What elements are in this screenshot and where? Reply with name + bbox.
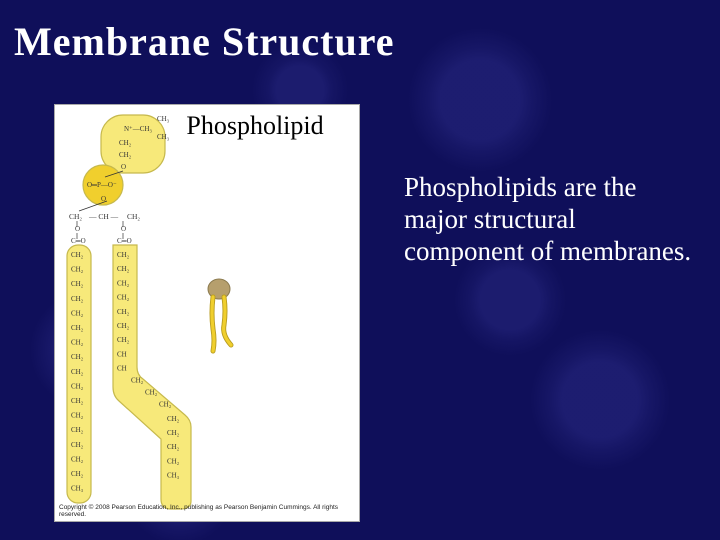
svg-text:CH₂: CH₂ <box>117 251 130 259</box>
svg-text:CH₂: CH₂ <box>145 389 158 397</box>
body-paragraph: Phospholipids are the major structural c… <box>404 172 694 268</box>
slide-title: Membrane Structure <box>14 18 395 65</box>
svg-text:CH₂: CH₂ <box>71 368 84 376</box>
svg-text:CH₂: CH₂ <box>71 382 84 390</box>
svg-text:CH₂: CH₂ <box>71 309 84 317</box>
svg-text:CH₂: CH₂ <box>69 212 82 221</box>
head-group: CH₃ N⁺—CH₃ CH₃ CH₂ CH₂ O O═P—O⁻ O <box>79 115 170 211</box>
svg-text:CH₂: CH₂ <box>117 265 130 273</box>
svg-text:CH₂: CH₂ <box>117 294 130 302</box>
figure-copyright: Copyright © 2008 Pearson Education, Inc.… <box>59 504 359 518</box>
svg-text:CH: CH <box>117 350 127 358</box>
svg-text:CH₃: CH₃ <box>167 472 180 480</box>
svg-text:CH₂: CH₂ <box>71 470 84 478</box>
svg-text:CH₂: CH₂ <box>71 455 84 463</box>
svg-text:C═O: C═O <box>117 237 132 245</box>
svg-text:N⁺—CH₃: N⁺—CH₃ <box>124 125 152 133</box>
glycerol-backbone: CH₂ — CH — CH₂ O O C═O C═O <box>69 212 140 245</box>
svg-text:CH₂: CH₂ <box>119 139 132 147</box>
svg-text:CH₂: CH₂ <box>117 336 130 344</box>
svg-text:CH₂: CH₂ <box>71 266 84 274</box>
svg-text:C═O: C═O <box>71 237 86 245</box>
svg-text:CH₃: CH₃ <box>157 115 170 123</box>
svg-text:CH₂: CH₂ <box>71 426 84 434</box>
svg-text:CH₂: CH₂ <box>71 251 84 259</box>
svg-text:CH: CH <box>117 365 127 373</box>
svg-text:CH₂: CH₂ <box>71 397 84 405</box>
svg-text:CH₂: CH₂ <box>71 295 84 303</box>
svg-text:O═P—O⁻: O═P—O⁻ <box>87 181 117 189</box>
tail1-atom-labels: CH₂ CH₂ CH₂ CH₂ CH₂ CH₂ CH₂ CH₂ CH₂ CH₂ CH₂ CH₂ CH₂ C… <box>71 251 84 493</box>
svg-text:CH₂: CH₂ <box>71 339 84 347</box>
svg-text:CH₂: CH₂ <box>71 412 84 420</box>
svg-text:CH₂: CH₂ <box>131 377 144 385</box>
svg-text:CH₂: CH₂ <box>167 443 180 451</box>
svg-text:O: O <box>75 225 80 233</box>
svg-text:CH₂: CH₂ <box>117 279 130 287</box>
svg-text:CH₃: CH₃ <box>71 485 84 493</box>
phospholipid-icon <box>208 279 231 351</box>
svg-text:CH₂: CH₂ <box>167 429 180 437</box>
svg-text:CH₂: CH₂ <box>71 280 84 288</box>
tail2-atom-labels: CH₂CH₂CH₂CH₂CH₂CH₂CH₂CHCHCH₂CH₂CH₂CH₂CH₂… <box>117 251 180 480</box>
svg-text:CH₂: CH₂ <box>127 212 140 221</box>
svg-text:O: O <box>121 225 126 233</box>
phospholipid-figure-card: Phospholipid CH₃ N⁺—CH₃ CH₃ CH₂ CH₂ O O═… <box>54 104 360 522</box>
svg-text:CH₂: CH₂ <box>71 353 84 361</box>
svg-text:O: O <box>121 163 126 171</box>
svg-text:CH₂: CH₂ <box>167 457 180 465</box>
svg-text:— CH —: — CH — <box>88 212 119 221</box>
svg-text:CH₂: CH₂ <box>159 401 172 409</box>
svg-text:CH₂: CH₂ <box>117 308 130 316</box>
svg-text:CH₃: CH₃ <box>157 133 170 141</box>
phospholipid-diagram: CH₃ N⁺—CH₃ CH₃ CH₂ CH₂ O O═P—O⁻ O CH₂ — … <box>61 111 355 515</box>
svg-text:CH₂: CH₂ <box>167 415 180 423</box>
svg-text:CH₂: CH₂ <box>71 441 84 449</box>
svg-text:CH₂: CH₂ <box>117 322 130 330</box>
svg-text:CH₂: CH₂ <box>119 151 132 159</box>
svg-text:CH₂: CH₂ <box>71 324 84 332</box>
